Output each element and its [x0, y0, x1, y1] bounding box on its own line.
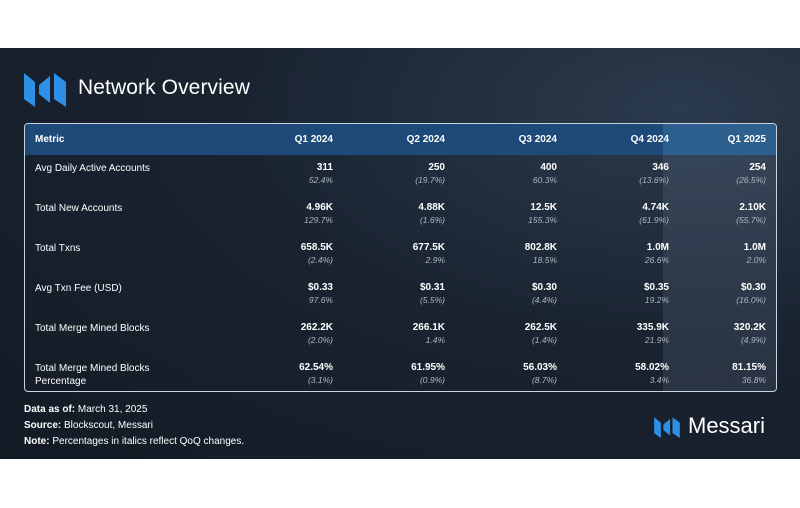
change-q1-2024: (2.4%) [307, 255, 333, 265]
change-q1-2025: (4.9%) [740, 335, 766, 345]
metric-label-line1: Total Merge Mined Blocks [35, 363, 150, 374]
column-header-q3-2024: Q3 2024 [518, 134, 557, 145]
brand-name: Messari [688, 413, 766, 438]
change-q3-2024: (4.4%) [531, 295, 557, 305]
change-q2-2024: 2.9% [425, 255, 445, 265]
change-q1-2024: (2.0%) [307, 335, 333, 345]
column-header-q1-2025: Q1 2025 [727, 134, 766, 145]
value-q4-2024: $0.35 [643, 282, 669, 293]
messari-logo-icon [24, 73, 66, 107]
change-q4-2024: 21.9% [644, 335, 669, 345]
footnote: Note: Percentages in italics reflect QoQ… [24, 436, 244, 447]
value-q2-2024: $0.31 [419, 282, 445, 293]
q1-2025-column-highlight [663, 124, 776, 391]
change-q2-2024: (0.9%) [419, 375, 445, 385]
value-q2-2024: 677.5K [412, 242, 445, 253]
value-q3-2024: 802.8K [524, 242, 557, 253]
value-q1-2024: 658.5K [300, 242, 333, 253]
value-q1-2024: 262.2K [300, 322, 333, 333]
messari-brand: Messari [654, 412, 779, 442]
value-q3-2024: 12.5K [530, 202, 557, 213]
value-q1-2025: 320.2K [733, 322, 766, 333]
metric-label-line2: Percentage [35, 376, 87, 387]
value-q4-2024: 346 [652, 162, 669, 173]
value-q1-2024: $0.33 [307, 282, 333, 293]
column-header-q2-2024: Q2 2024 [406, 134, 445, 145]
messari-brand-logo-icon [654, 417, 680, 438]
table-row: Total New Accounts 4.96K 129.7% 4.88K (1… [25, 195, 776, 235]
change-q2-2024: 1.4% [425, 335, 445, 345]
table-row: Avg Daily Active Accounts 311 52.4% 250 … [25, 155, 776, 195]
value-q3-2024: $0.30 [531, 282, 557, 293]
change-q1-2024: 52.4% [308, 175, 333, 185]
source-value: Blockscout, Messari [64, 420, 153, 431]
data-as-of-value: March 31, 2025 [77, 404, 148, 415]
change-q2-2024: (19.7%) [415, 175, 445, 185]
table-row: Avg Txn Fee (USD) $0.33 97.6% $0.31 (5.5… [25, 275, 776, 315]
column-header-metric: Metric [35, 134, 65, 145]
change-q1-2025: 36.8% [741, 375, 766, 385]
metric-label: Total Txns [35, 243, 81, 254]
metric-label: Avg Daily Active Accounts [35, 163, 150, 174]
change-q4-2024: 3.4% [649, 375, 669, 385]
change-q1-2025: (16.0%) [736, 295, 766, 305]
value-q2-2024: 266.1K [412, 322, 445, 333]
value-q1-2024: 311 [316, 162, 333, 173]
metric-label: Avg Txn Fee (USD) [35, 283, 122, 294]
value-q2-2024: 4.88K [418, 202, 445, 213]
change-q3-2024: 60.3% [532, 175, 557, 185]
value-q1-2024: 62.54% [299, 362, 333, 373]
data-as-of-label: Data as of: [24, 404, 76, 415]
value-q3-2024: 56.03% [523, 362, 557, 373]
change-q4-2024: 19.2% [644, 295, 669, 305]
source-note: Source: Blockscout, Messari [24, 420, 153, 431]
value-q1-2025: 254 [749, 162, 766, 173]
value-q3-2024: 400 [540, 162, 557, 173]
metrics-table: Metric Q1 2024 Q2 2024 Q3 2024 Q4 2024 Q… [24, 123, 777, 392]
value-q4-2024: 1.0M [646, 242, 669, 253]
page-title: Network Overview [78, 76, 250, 99]
table-row: Total Txns 658.5K (2.4%) 677.5K 2.9% 802… [25, 235, 776, 275]
value-q2-2024: 250 [428, 162, 445, 173]
value-q1-2025: $0.30 [740, 282, 766, 293]
change-q1-2024: 129.7% [304, 215, 333, 225]
value-q4-2024: 58.02% [635, 362, 669, 373]
table-header-row: Metric Q1 2024 Q2 2024 Q3 2024 Q4 2024 Q… [25, 124, 776, 155]
change-q4-2024: (13.6%) [639, 175, 669, 185]
value-q1-2024: 4.96K [306, 202, 333, 213]
value-q1-2025: 1.0M [743, 242, 766, 253]
change-q1-2025: (26.5%) [736, 175, 766, 185]
value-q2-2024: 61.95% [411, 362, 445, 373]
metric-label: Total New Accounts [35, 203, 123, 214]
note-value: Percentages in italics reflect QoQ chang… [52, 436, 245, 447]
change-q2-2024: (5.5%) [419, 295, 445, 305]
change-q3-2024: (8.7%) [531, 375, 557, 385]
metric-label: Total Merge Mined Blocks Percentage [35, 362, 150, 388]
change-q1-2025: 2.0% [746, 255, 766, 265]
column-header-q1-2024: Q1 2024 [294, 134, 333, 145]
data-as-of-note: Data as of: March 31, 2025 [24, 404, 147, 415]
metric-label: Total Merge Mined Blocks [35, 323, 150, 334]
value-q1-2025: 2.10K [739, 202, 766, 213]
value-q3-2024: 262.5K [524, 322, 557, 333]
column-header-q4-2024: Q4 2024 [630, 134, 669, 145]
change-q3-2024: (1.4%) [531, 335, 557, 345]
change-q1-2024: 97.6% [308, 295, 333, 305]
value-q1-2025: 81.15% [732, 362, 766, 373]
note-label: Note: [24, 436, 50, 447]
change-q2-2024: (1.6%) [419, 215, 445, 225]
change-q1-2024: (3.1%) [307, 375, 333, 385]
change-q4-2024: (61.9%) [639, 215, 669, 225]
change-q3-2024: 155.3% [528, 215, 557, 225]
value-q4-2024: 4.74K [642, 202, 669, 213]
q1-2025-header-highlight [663, 124, 776, 155]
change-q4-2024: 26.6% [644, 255, 669, 265]
network-overview-card: Network Overview Metric Q1 2024 Q2 2024 … [0, 48, 800, 459]
source-label: Source: [24, 420, 62, 431]
value-q4-2024: 335.9K [636, 322, 669, 333]
table-row: Total Merge Mined Blocks Percentage 62.5… [25, 355, 776, 391]
table-row: Total Merge Mined Blocks 262.2K (2.0%) 2… [25, 315, 776, 355]
change-q3-2024: 18.5% [532, 255, 557, 265]
change-q1-2025: (55.7%) [736, 215, 766, 225]
